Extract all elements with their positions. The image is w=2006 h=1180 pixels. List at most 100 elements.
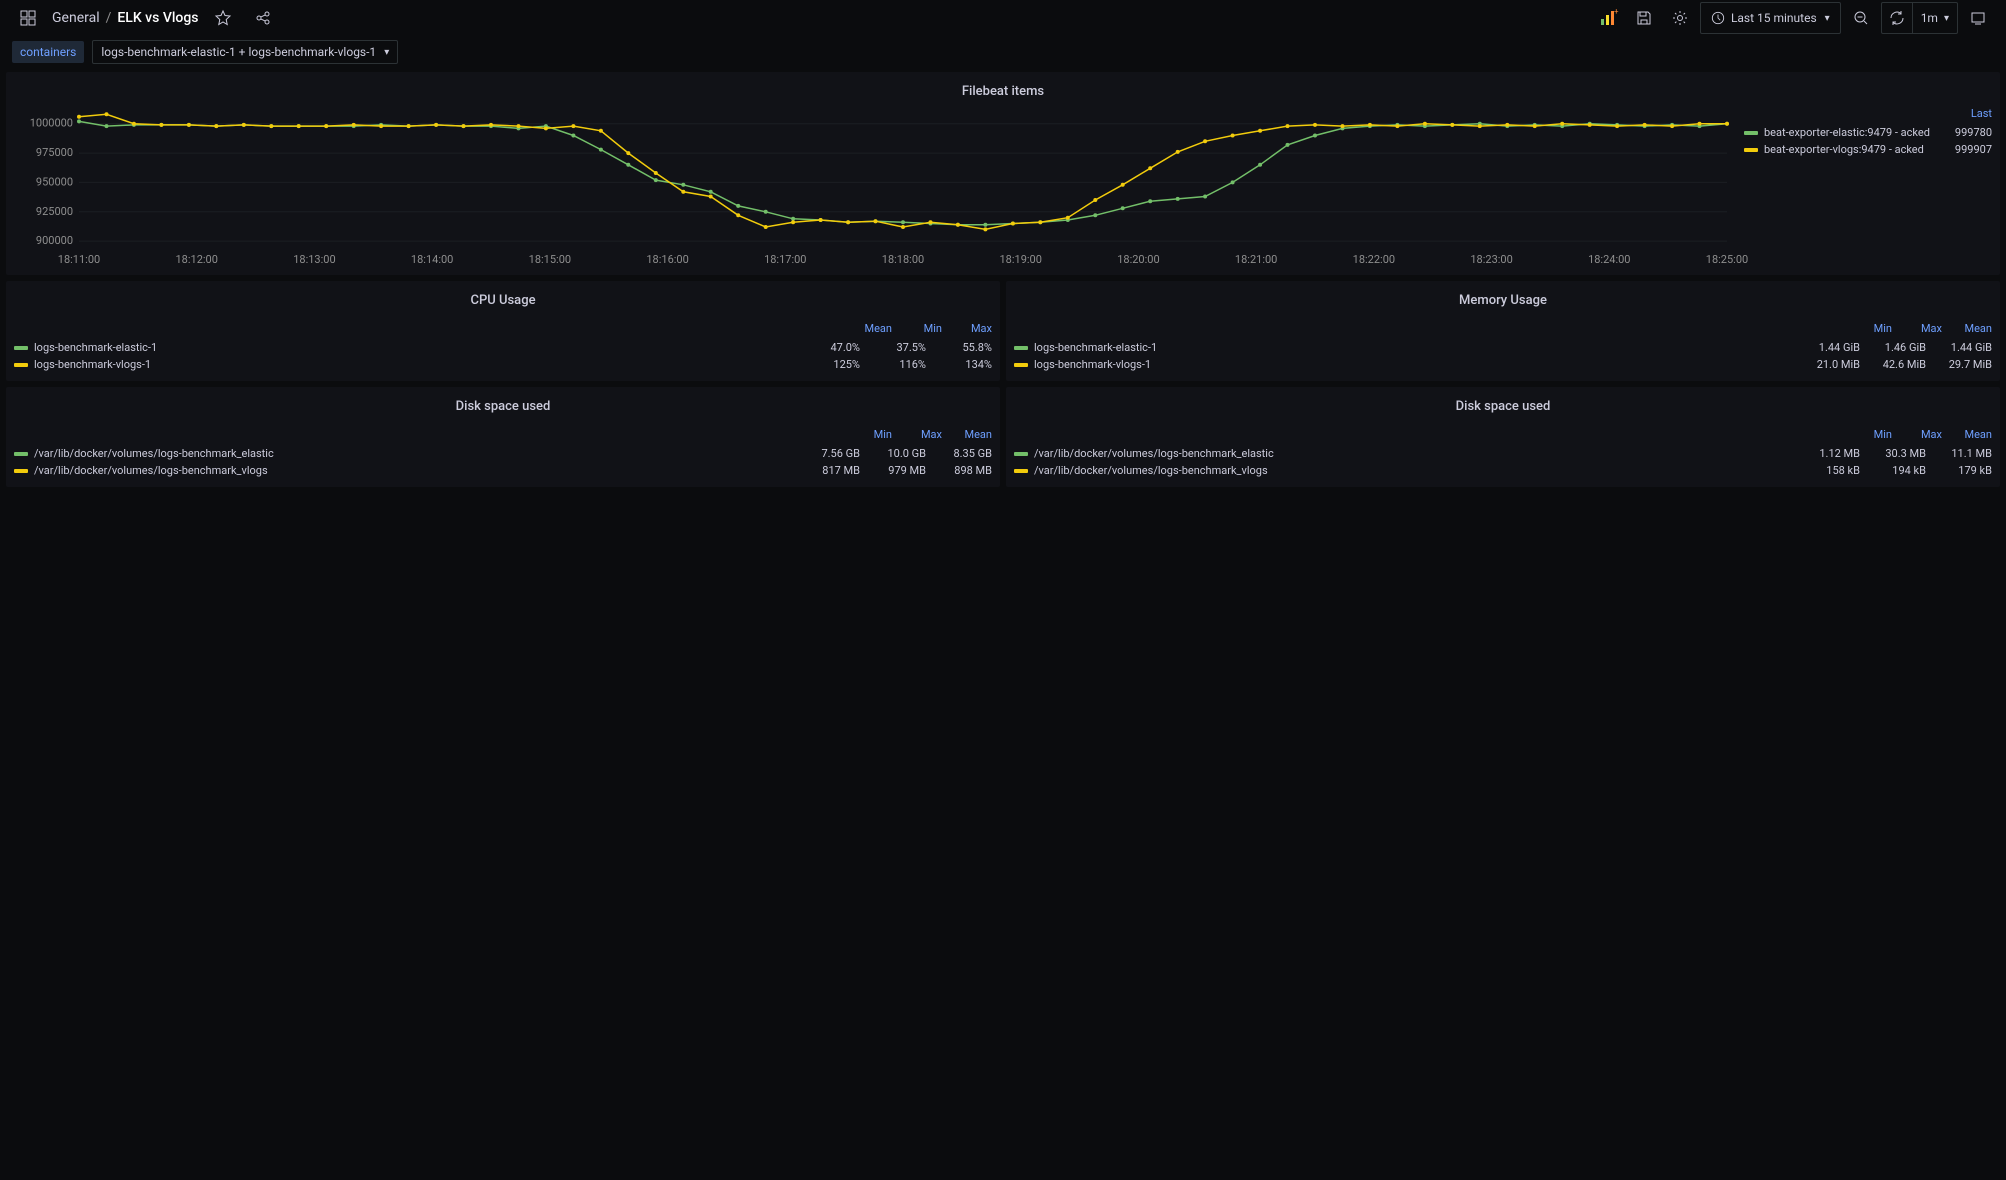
panel-title[interactable]: Filebeat items — [14, 80, 1992, 107]
legend-swatch — [1014, 469, 1028, 473]
legend-swatch — [14, 452, 28, 456]
legend-header-col[interactable]: Mean — [942, 428, 992, 441]
legend-header-col[interactable]: Min — [892, 322, 942, 335]
svg-text:18:15: 18:15 — [1065, 408, 1092, 421]
legend-header-col[interactable]: Max — [942, 322, 992, 335]
legend-header-col[interactable]: Mean — [1942, 322, 1992, 335]
svg-text:18:17:00: 18:17:00 — [764, 253, 806, 266]
legend-header-col[interactable]: Mean — [842, 322, 892, 335]
panel-cpu: CPU Usage 20%40%60%80%100%120%140%18:151… — [6, 281, 1000, 381]
legend-value: 47.0% — [810, 341, 860, 354]
variable-label[interactable]: containers — [12, 41, 84, 63]
legend-row[interactable]: /var/lib/docker/volumes/logs-benchmark_v… — [14, 462, 992, 479]
save-icon[interactable] — [1628, 2, 1660, 34]
legend-label-text: beat-exporter-vlogs:9479 - acked — [1764, 143, 1924, 156]
svg-text:18:23:00: 18:23:00 — [1470, 253, 1512, 266]
panel-filebeat: Filebeat items 9000009250009500009750001… — [6, 72, 2000, 275]
svg-text:18:11:00: 18:11:00 — [58, 253, 100, 266]
legend-swatch — [1744, 148, 1758, 152]
legend-header-col[interactable]: Max — [1892, 428, 1942, 441]
variable-value-text: logs-benchmark-elastic-1 + logs-benchmar… — [101, 45, 376, 59]
panel-disk1: Disk space used 0 B2 GB4 GB6 GB8 GB10 GB… — [6, 387, 1000, 487]
legend-header-col[interactable]: Mean — [1942, 428, 1992, 441]
variables-bar: containers logs-benchmark-elastic-1 + lo… — [0, 36, 2006, 72]
panel-title[interactable]: Disk space used — [14, 395, 992, 422]
svg-text:+: + — [1614, 7, 1619, 16]
svg-text:950000: 950000 — [36, 175, 73, 188]
legend-swatch — [1014, 363, 1028, 367]
dashboard-title: ELK vs Vlogs — [117, 10, 198, 26]
chevron-down-icon: ▾ — [1944, 13, 1949, 24]
breadcrumb-folder[interactable]: General — [52, 10, 100, 26]
legend-row[interactable]: beat-exporter-elastic:9479 - acked 99978… — [1744, 124, 1992, 141]
variable-value-dropdown[interactable]: logs-benchmark-elastic-1 + logs-benchmar… — [92, 40, 398, 64]
svg-text:18:25: 18:25 — [973, 408, 1000, 421]
breadcrumb: General / ELK vs Vlogs — [52, 10, 199, 26]
legend-swatch — [1014, 346, 1028, 350]
svg-text:18:18:00: 18:18:00 — [882, 253, 924, 266]
legend-value: 1.12 MB — [1810, 447, 1860, 460]
legend-row[interactable]: logs-benchmark-elastic-1 47.0%37.5%55.8% — [14, 339, 992, 356]
zoom-out-icon[interactable] — [1845, 2, 1877, 34]
legend-value: 10.0 GB — [876, 447, 926, 460]
dashboard-grid-icon[interactable] — [12, 2, 44, 34]
svg-text:1000000: 1000000 — [30, 117, 73, 130]
legend-value: 8.35 GB — [942, 447, 992, 460]
svg-text:18:13:00: 18:13:00 — [293, 253, 335, 266]
legend-header-col[interactable]: Min — [1842, 322, 1892, 335]
legend-value: 55.8% — [942, 341, 992, 354]
svg-text:925000: 925000 — [36, 205, 73, 218]
cycle-view-icon[interactable] — [1962, 2, 1994, 34]
legend-value: 979 MB — [876, 464, 926, 477]
svg-text:18:22:00: 18:22:00 — [1353, 253, 1395, 266]
svg-text:18:20: 18:20 — [1519, 408, 1546, 421]
svg-text:18:20: 18:20 — [1519, 302, 1546, 315]
legend-value: 21.0 MiB — [1810, 358, 1860, 371]
legend-label-text: /var/lib/docker/volumes/logs-benchmark_e… — [1034, 447, 1274, 460]
legend-row[interactable]: logs-benchmark-vlogs-1 21.0 MiB42.6 MiB2… — [1014, 356, 1992, 373]
legend-label-text: /var/lib/docker/volumes/logs-benchmark_v… — [1034, 464, 1268, 477]
legend-value: 116% — [876, 358, 926, 371]
legend-row[interactable]: beat-exporter-vlogs:9479 - acked 999907 — [1744, 141, 1992, 158]
legend-label-text: logs-benchmark-vlogs-1 — [34, 358, 151, 371]
legend-memory: MinMaxMean logs-benchmark-elastic-1 1.44… — [1014, 322, 1992, 373]
legend-row[interactable]: logs-benchmark-elastic-1 1.44 GiB1.46 Gi… — [1014, 339, 1992, 356]
star-icon[interactable] — [207, 2, 239, 34]
legend-header-col[interactable]: Max — [892, 428, 942, 441]
legend-value: 194 kB — [1876, 464, 1926, 477]
legend-row[interactable]: logs-benchmark-vlogs-1 125%116%134% — [14, 356, 992, 373]
add-panel-icon[interactable]: + — [1592, 2, 1624, 34]
panel-memory: Memory Usage 0 B238 MiB477 MiB715 MiB954… — [1006, 281, 2000, 381]
legend-row[interactable]: /var/lib/docker/volumes/logs-benchmark_e… — [14, 445, 992, 462]
share-icon[interactable] — [247, 2, 279, 34]
svg-text:18:15: 18:15 — [1065, 302, 1092, 315]
legend-label-text: /var/lib/docker/volumes/logs-benchmark_e… — [34, 447, 274, 460]
gear-icon[interactable] — [1664, 2, 1696, 34]
legend-header-col[interactable]: Min — [1842, 428, 1892, 441]
legend-header-col[interactable]: Min — [842, 428, 892, 441]
legend-value: 999907 — [1944, 143, 1992, 156]
svg-text:18:24:00: 18:24:00 — [1588, 253, 1630, 266]
refresh-icon[interactable] — [1881, 2, 1913, 34]
legend-row[interactable]: /var/lib/docker/volumes/logs-benchmark_e… — [1014, 445, 1992, 462]
legend-value: 125% — [810, 358, 860, 371]
svg-text:18:20: 18:20 — [519, 408, 546, 421]
legend-header-col[interactable]: Last — [1971, 107, 1992, 120]
refresh-interval-label: 1m — [1921, 11, 1938, 25]
legend-header-col[interactable]: Max — [1892, 322, 1942, 335]
legend-swatch — [1014, 452, 1028, 456]
legend-value: 11.1 MB — [1942, 447, 1992, 460]
refresh-interval-picker[interactable]: 1m ▾ — [1913, 2, 1958, 34]
svg-text:18:21:00: 18:21:00 — [1235, 253, 1277, 266]
dashboard-header: General / ELK vs Vlogs + Last 15 minutes… — [0, 0, 2006, 36]
legend-disk1: MinMaxMean /var/lib/docker/volumes/logs-… — [14, 428, 992, 479]
svg-text:18:25: 18:25 — [1973, 408, 2000, 421]
svg-text:18:20: 18:20 — [519, 302, 546, 315]
legend-filebeat: Last beat-exporter-elastic:9479 - acked … — [1732, 107, 1992, 267]
time-range-picker[interactable]: Last 15 minutes ▾ — [1700, 2, 1841, 34]
chart-filebeat[interactable]: 900000925000950000975000100000018:11:001… — [14, 107, 1732, 267]
svg-text:18:16:00: 18:16:00 — [646, 253, 688, 266]
legend-row[interactable]: /var/lib/docker/volumes/logs-benchmark_v… — [1014, 462, 1992, 479]
chevron-down-icon: ▾ — [384, 47, 389, 58]
legend-value: 30.3 MB — [1876, 447, 1926, 460]
